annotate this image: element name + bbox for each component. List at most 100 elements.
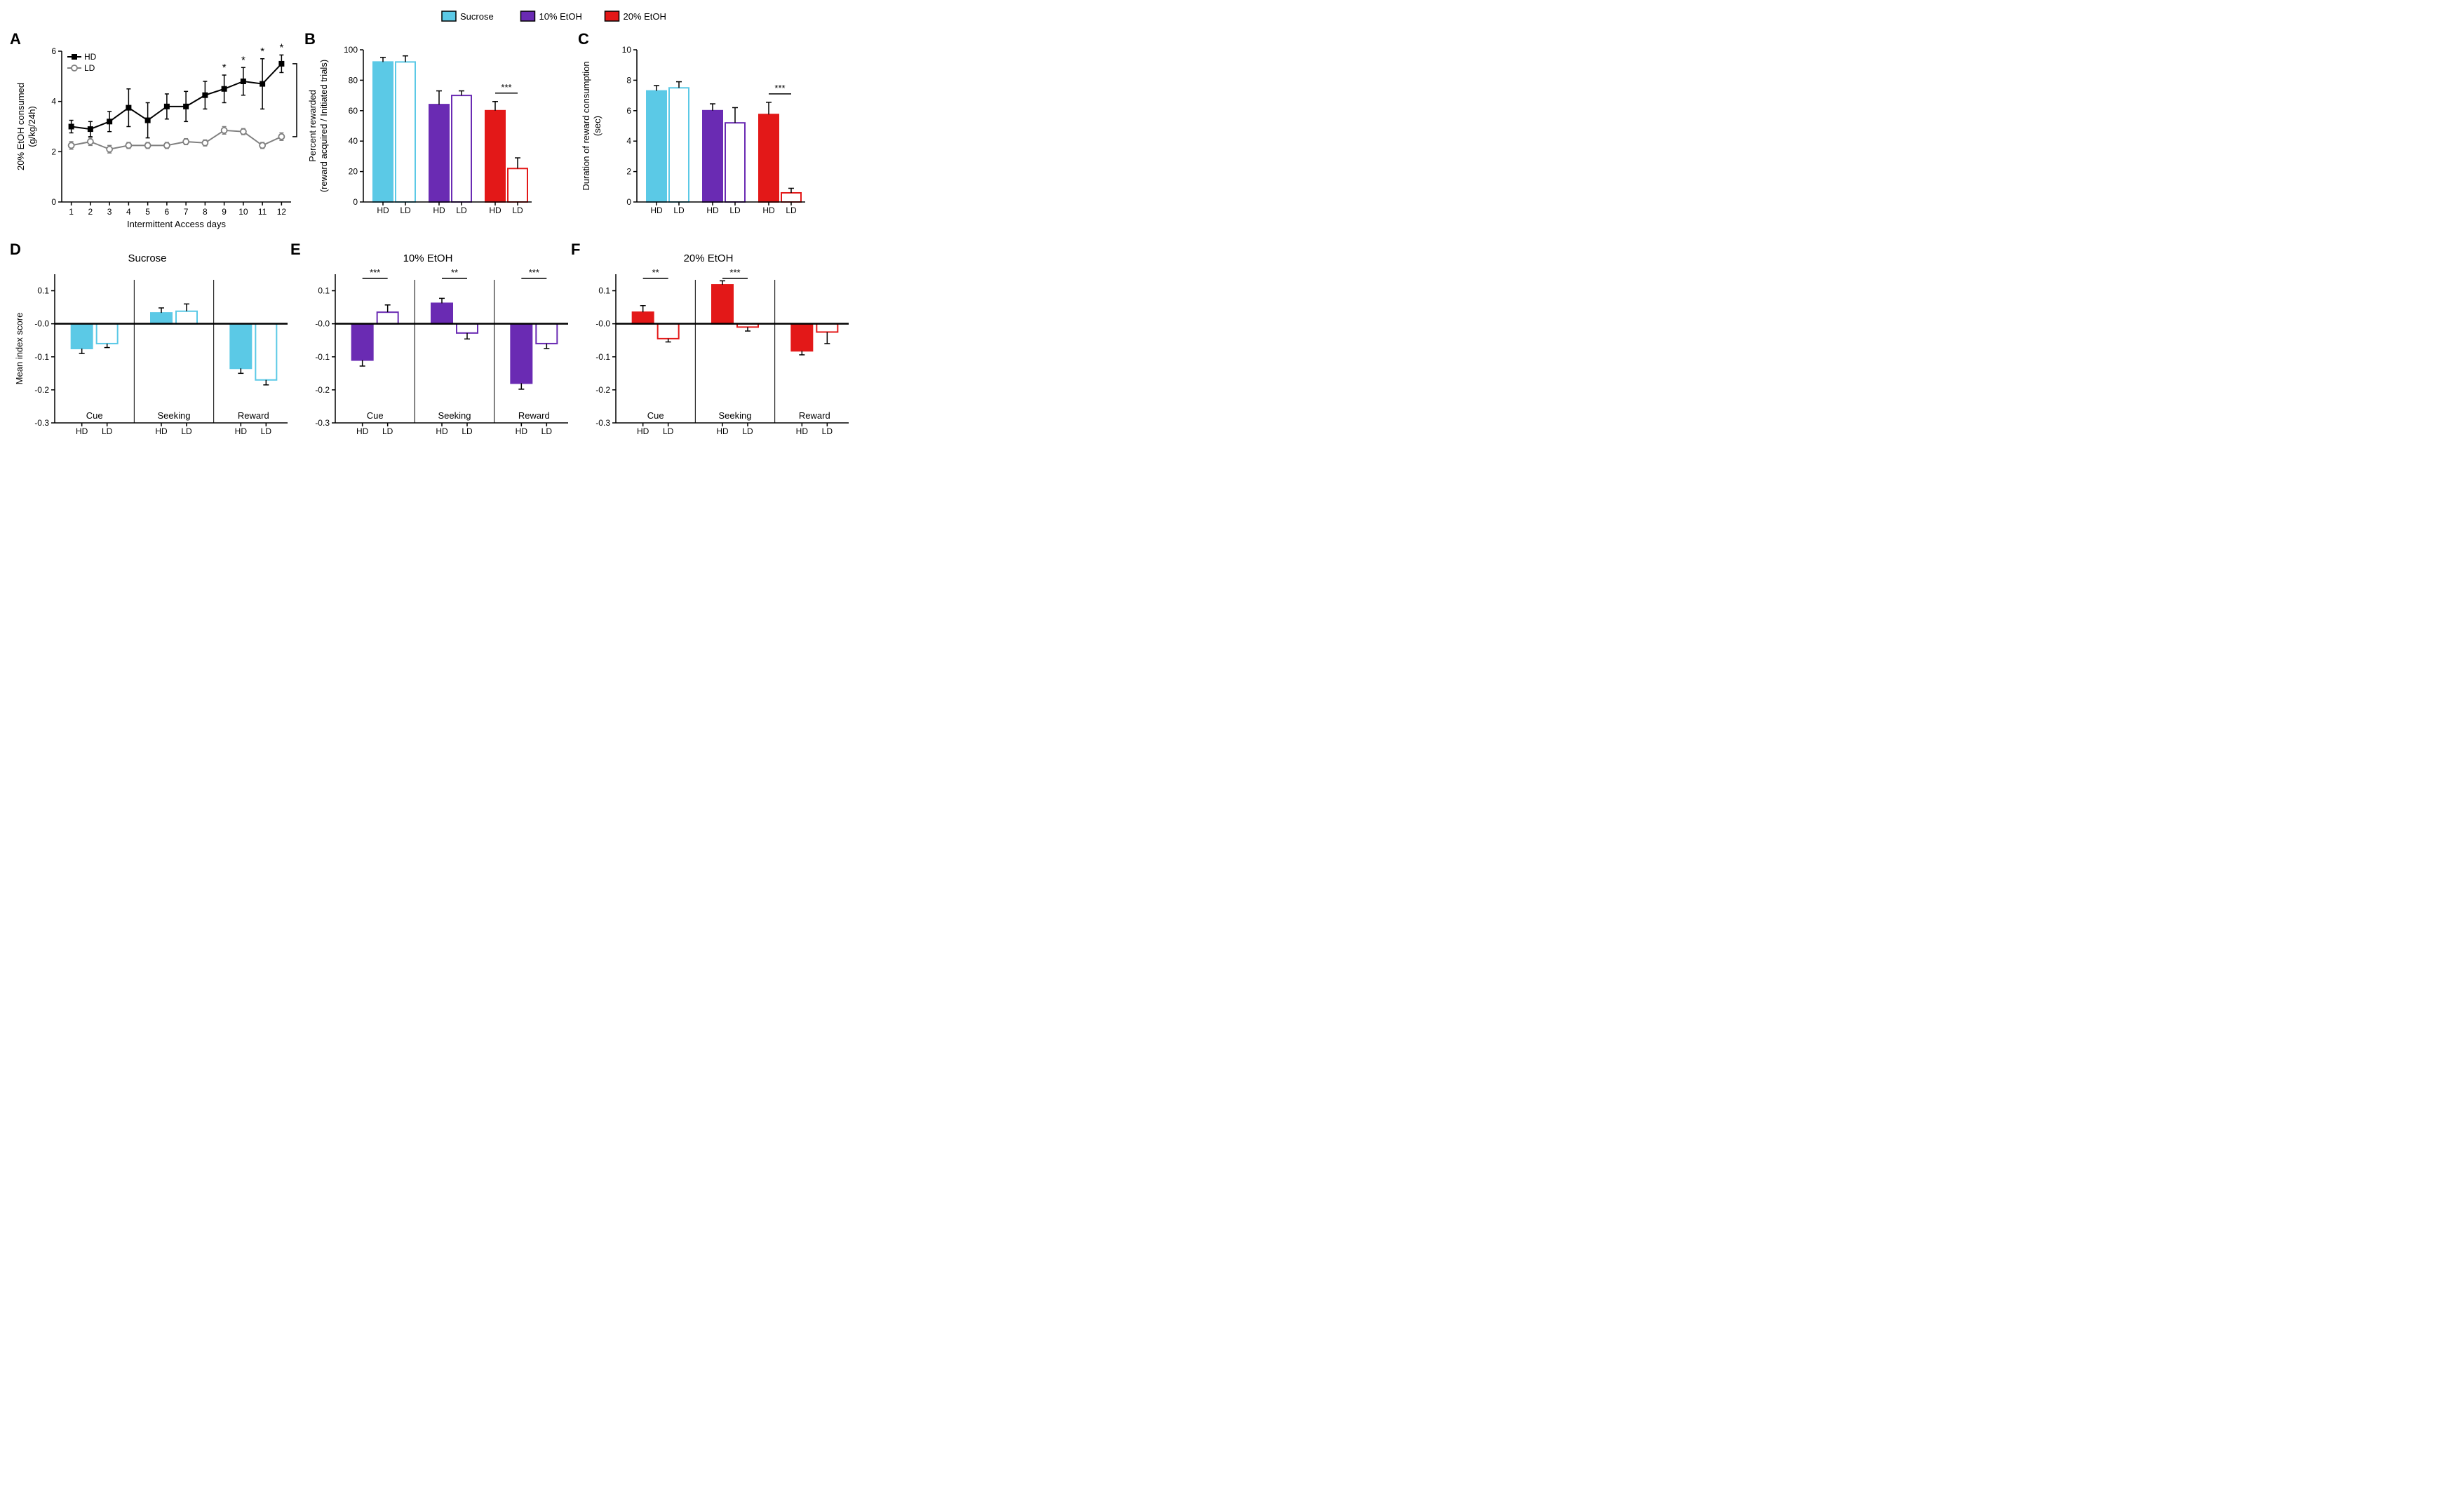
svg-text:LD: LD — [261, 426, 272, 436]
panel-a: A 0246123456789101112Intermittent Access… — [7, 30, 302, 234]
svg-text:-0.2: -0.2 — [595, 385, 610, 395]
svg-text:2: 2 — [626, 167, 631, 177]
svg-text:20% EtOH consumed: 20% EtOH consumed — [15, 83, 26, 170]
figure: Sucrose10% EtOH20% EtOH A 02461234567891… — [0, 0, 842, 458]
svg-text:-0.2: -0.2 — [34, 385, 49, 395]
svg-text:***: *** — [501, 82, 511, 93]
svg-text:20% EtOH: 20% EtOH — [624, 11, 666, 22]
svg-text:4: 4 — [126, 207, 131, 217]
svg-text:LD: LD — [541, 426, 553, 436]
svg-text:0: 0 — [353, 197, 358, 207]
svg-text:2: 2 — [88, 207, 93, 217]
svg-text:*: * — [279, 41, 283, 53]
svg-text:0.1: 0.1 — [598, 286, 610, 296]
svg-text:3: 3 — [107, 207, 112, 217]
svg-text:-0.1: -0.1 — [34, 352, 49, 362]
svg-text:Seeking: Seeking — [438, 410, 471, 421]
svg-text:HD: HD — [436, 426, 448, 436]
svg-text:-0.3: -0.3 — [315, 418, 330, 428]
svg-text:Reward: Reward — [238, 410, 269, 421]
svg-text:11: 11 — [258, 207, 267, 217]
top-legend: Sucrose 10% EtOH 20% EtOH — [7, 7, 849, 27]
svg-text:HD: HD — [637, 426, 649, 436]
svg-text:LD: LD — [729, 205, 741, 215]
svg-text:HD: HD — [762, 205, 775, 215]
svg-text:Intermittent Access days: Intermittent Access days — [127, 219, 226, 229]
svg-text:HD: HD — [235, 426, 248, 436]
svg-text:HD: HD — [356, 426, 369, 436]
panel-e: E 10% EtOH-0.3-0.2-0.1-0.00.1HDLDCueHDLD… — [288, 241, 568, 451]
svg-text:-0.1: -0.1 — [315, 352, 330, 362]
svg-text:5: 5 — [145, 207, 150, 217]
svg-text:Sucrose: Sucrose — [460, 11, 494, 22]
svg-text:***: *** — [529, 267, 539, 278]
svg-text:Seeking: Seeking — [719, 410, 752, 421]
svg-text:LD: LD — [822, 426, 833, 436]
svg-text:LD: LD — [181, 426, 192, 436]
svg-text:Cue: Cue — [647, 410, 664, 421]
panel-c: C 0246810Duration of reward consumption(… — [575, 30, 849, 234]
svg-text:10% EtOH: 10% EtOH — [539, 11, 582, 22]
svg-text:LD: LD — [456, 205, 467, 215]
svg-text:40: 40 — [349, 136, 358, 146]
panel-c-label: C — [578, 30, 589, 48]
svg-text:LD: LD — [742, 426, 753, 436]
svg-text:HD: HD — [76, 426, 88, 436]
svg-text:**: ** — [451, 267, 458, 278]
svg-text:Sucrose: Sucrose — [128, 252, 166, 264]
svg-text:-0.0: -0.0 — [595, 319, 610, 329]
svg-text:***: *** — [370, 267, 380, 278]
svg-text:LD: LD — [673, 205, 685, 215]
svg-text:HD: HD — [84, 52, 97, 62]
svg-text:Cue: Cue — [86, 410, 103, 421]
svg-text:Cue: Cue — [367, 410, 384, 421]
svg-text:6: 6 — [165, 207, 170, 217]
svg-text:Percent rewarded: Percent rewarded — [307, 90, 318, 162]
svg-text:LD: LD — [462, 426, 473, 436]
svg-text:4: 4 — [626, 136, 631, 146]
svg-text:HD: HD — [433, 205, 445, 215]
svg-text:(reward acquired / Initiated t: (reward acquired / Initiated trials) — [318, 60, 329, 192]
svg-text:60: 60 — [349, 106, 358, 116]
svg-text:HD: HD — [489, 205, 501, 215]
svg-text:Reward: Reward — [518, 410, 550, 421]
svg-text:*: * — [241, 54, 245, 66]
svg-text:-0.1: -0.1 — [595, 352, 610, 362]
panel-b-label: B — [304, 30, 316, 48]
panel-b: B 020406080100Percent rewarded(reward ac… — [302, 30, 575, 234]
svg-text:HD: HD — [155, 426, 168, 436]
svg-text:10: 10 — [238, 207, 248, 217]
svg-text:Mean index score: Mean index score — [14, 313, 25, 385]
svg-text:LD: LD — [786, 205, 797, 215]
svg-text:Reward: Reward — [799, 410, 830, 421]
svg-text:LD: LD — [382, 426, 393, 436]
svg-text:LD: LD — [512, 205, 523, 215]
panel-a-label: A — [10, 30, 21, 48]
svg-text:-0.3: -0.3 — [34, 418, 49, 428]
svg-text:0.1: 0.1 — [37, 286, 49, 296]
svg-text:1: 1 — [69, 207, 74, 217]
svg-text:(sec): (sec) — [592, 116, 602, 136]
svg-text:9: 9 — [222, 207, 227, 217]
panel-d: D Sucrose-0.3-0.2-0.1-0.00.1Mean index s… — [7, 241, 288, 451]
svg-text:***: *** — [774, 83, 785, 93]
svg-text:-0.2: -0.2 — [315, 385, 330, 395]
svg-text:-0.0: -0.0 — [34, 319, 49, 329]
svg-text:**: ** — [652, 267, 659, 278]
svg-text:***: *** — [729, 267, 740, 278]
svg-text:(g/kg/24h): (g/kg/24h) — [27, 106, 37, 147]
svg-text:0.1: 0.1 — [318, 286, 330, 296]
svg-text:LD: LD — [663, 426, 674, 436]
panel-e-label: E — [290, 241, 301, 259]
svg-text:100: 100 — [344, 45, 358, 55]
svg-text:LD: LD — [400, 205, 411, 215]
svg-text:0: 0 — [626, 197, 631, 207]
svg-text:12: 12 — [277, 207, 287, 217]
svg-text:2: 2 — [51, 147, 56, 156]
panel-f-label: F — [571, 241, 580, 259]
svg-text:*: * — [260, 46, 264, 58]
svg-text:*: * — [222, 62, 227, 74]
svg-text:6: 6 — [626, 106, 631, 116]
svg-text:0: 0 — [51, 197, 56, 207]
svg-text:10: 10 — [622, 45, 632, 55]
